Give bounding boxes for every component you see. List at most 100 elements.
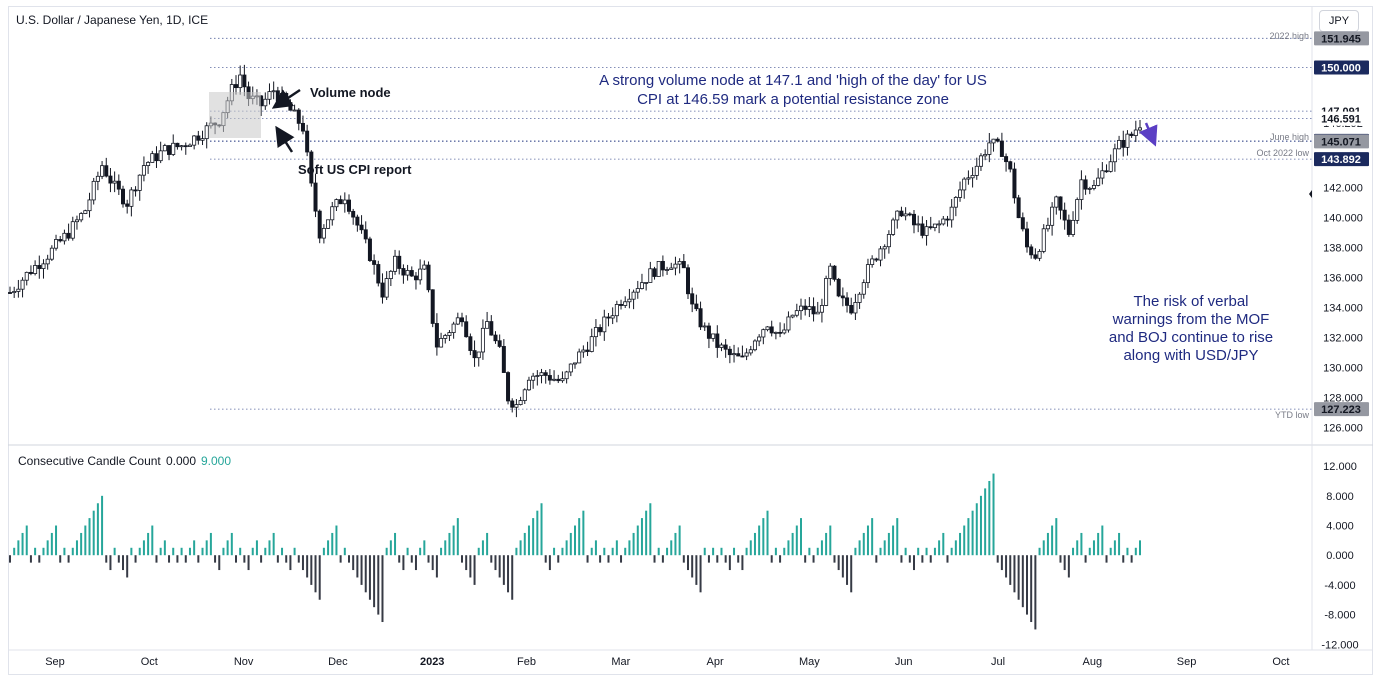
count-bar bbox=[109, 555, 111, 570]
candle-body bbox=[795, 311, 798, 316]
count-bar bbox=[1126, 548, 1128, 555]
count-bar bbox=[281, 548, 283, 555]
candle-body bbox=[565, 372, 568, 379]
candle-body bbox=[829, 266, 832, 278]
count-bar bbox=[135, 555, 137, 562]
candle-body bbox=[343, 200, 346, 204]
count-bar bbox=[1139, 540, 1141, 555]
count-bar bbox=[833, 555, 835, 562]
count-bar bbox=[17, 540, 19, 555]
indicator-tick-label: 4.000 bbox=[1326, 521, 1354, 533]
candle-body bbox=[992, 139, 995, 143]
candle-body bbox=[80, 214, 83, 220]
count-bar bbox=[448, 533, 450, 555]
count-bar bbox=[934, 548, 936, 555]
candle-body bbox=[364, 230, 367, 239]
count-bar bbox=[231, 533, 233, 555]
count-bar bbox=[1135, 548, 1137, 555]
candle-body bbox=[532, 376, 535, 380]
candle-body bbox=[29, 272, 32, 273]
indicator-axis[interactable]: 12.000 8.000 4.000 0.000 -4.000 -8.000 -12.000 bbox=[1321, 461, 1358, 651]
time-tick-label: Feb bbox=[517, 656, 536, 668]
count-bar bbox=[80, 533, 82, 555]
candle-body bbox=[766, 327, 769, 330]
count-bar bbox=[959, 533, 961, 555]
candle-body bbox=[737, 354, 740, 356]
count-bar bbox=[988, 481, 990, 555]
count-bar bbox=[842, 555, 844, 577]
count-bar bbox=[302, 555, 304, 570]
candle-body bbox=[649, 269, 652, 283]
count-bar bbox=[76, 540, 78, 555]
count-bar bbox=[515, 548, 517, 555]
candle-body bbox=[988, 143, 991, 155]
count-bar bbox=[612, 548, 614, 555]
candle-body bbox=[1030, 247, 1033, 255]
count-bar bbox=[193, 540, 195, 555]
count-bar bbox=[993, 474, 995, 556]
candle-body bbox=[967, 178, 970, 179]
candle-body bbox=[774, 332, 777, 333]
count-bar bbox=[783, 548, 785, 555]
candle-body bbox=[71, 222, 74, 238]
count-bar bbox=[356, 555, 358, 577]
count-bar bbox=[1080, 533, 1082, 555]
count-bar bbox=[352, 555, 354, 570]
candle-body bbox=[762, 330, 765, 337]
count-bar bbox=[654, 555, 656, 562]
time-axis[interactable]: Sep Oct Nov Dec 2023 Feb Mar Apr May Jun Jul Aug Sep… bbox=[45, 656, 1289, 668]
count-bar bbox=[214, 555, 216, 562]
count-bar bbox=[461, 555, 463, 562]
count-bar bbox=[252, 548, 254, 555]
price-badge-label: 127.223 bbox=[1321, 404, 1361, 416]
candle-body bbox=[63, 233, 66, 241]
count-bar bbox=[189, 548, 191, 555]
candle-body bbox=[573, 363, 576, 364]
count-bar bbox=[490, 555, 492, 562]
candle-body bbox=[640, 283, 643, 289]
count-bar bbox=[658, 548, 660, 555]
price-tick-label: 138.000 bbox=[1323, 243, 1363, 255]
candle-body bbox=[1092, 185, 1095, 188]
candle-body bbox=[54, 239, 57, 248]
candle-body bbox=[825, 278, 828, 305]
count-bar bbox=[55, 526, 57, 556]
count-bar bbox=[42, 548, 44, 555]
count-bar bbox=[541, 503, 543, 555]
histogram bbox=[9, 474, 1141, 630]
count-bar bbox=[386, 548, 388, 555]
candle-body bbox=[619, 304, 622, 305]
count-bar bbox=[561, 548, 563, 555]
candle-body bbox=[820, 305, 823, 312]
count-bar bbox=[582, 511, 584, 556]
candle-body bbox=[193, 136, 196, 145]
candle-body bbox=[25, 272, 28, 280]
candle-body bbox=[1109, 162, 1112, 172]
indicator-tick-label: -8.000 bbox=[1324, 610, 1355, 622]
count-bar bbox=[289, 555, 291, 570]
count-bar bbox=[206, 540, 208, 555]
count-bar bbox=[750, 540, 752, 555]
count-bar bbox=[1043, 540, 1045, 555]
candle-body bbox=[197, 136, 200, 140]
count-bar bbox=[298, 555, 300, 562]
count-bar bbox=[47, 540, 49, 555]
candle-body bbox=[460, 318, 463, 322]
count-bar bbox=[260, 555, 262, 562]
candle-body bbox=[276, 91, 279, 101]
candle-body bbox=[46, 259, 49, 264]
candle-body bbox=[1080, 180, 1083, 200]
candle-body bbox=[511, 401, 514, 407]
candle-body bbox=[414, 276, 417, 280]
candle-body bbox=[96, 176, 99, 181]
candle-body bbox=[858, 294, 861, 302]
candle-body bbox=[950, 207, 953, 220]
price-tick-label: 142.000 bbox=[1323, 183, 1363, 195]
count-bar bbox=[130, 548, 132, 555]
candle-body bbox=[301, 123, 304, 131]
candle-body bbox=[791, 315, 794, 317]
candle-body bbox=[8, 293, 11, 294]
count-bar bbox=[900, 555, 902, 562]
count-bar bbox=[327, 540, 329, 555]
